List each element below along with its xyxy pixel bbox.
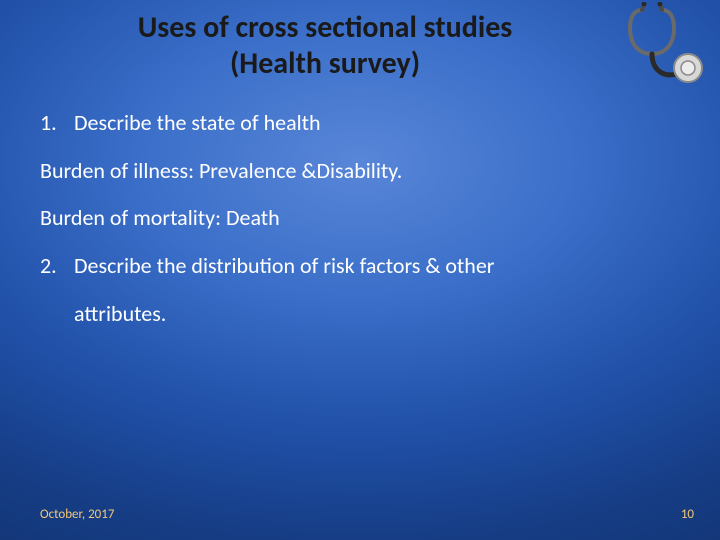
- list-item-continuation: attributes.: [40, 299, 680, 329]
- list-item: Burden of mortality: Death: [40, 203, 680, 233]
- slide: Uses of cross sectional studies (Health …: [0, 0, 720, 540]
- page-number: 10: [681, 507, 694, 522]
- list-item: Burden of illness: Prevalence &Disabilit…: [40, 156, 680, 186]
- list-text: Describe the state of health: [74, 108, 321, 138]
- stethoscope-icon: [612, 2, 712, 92]
- list-item: 2. Describe the distribution of risk fac…: [40, 251, 680, 281]
- slide-title-line2: (Health survey): [45, 46, 605, 82]
- list-item: 1. Describe the state of health: [40, 108, 680, 138]
- list-number: 1.: [40, 108, 74, 138]
- slide-title-line1: Uses of cross sectional studies: [45, 10, 605, 46]
- slide-body: 1. Describe the state of health Burden o…: [40, 108, 680, 346]
- list-text: Describe the distribution of risk factor…: [74, 251, 494, 281]
- list-number: 2.: [40, 251, 74, 281]
- slide-title: Uses of cross sectional studies (Health …: [45, 10, 605, 82]
- footer-date: October, 2017: [40, 507, 114, 522]
